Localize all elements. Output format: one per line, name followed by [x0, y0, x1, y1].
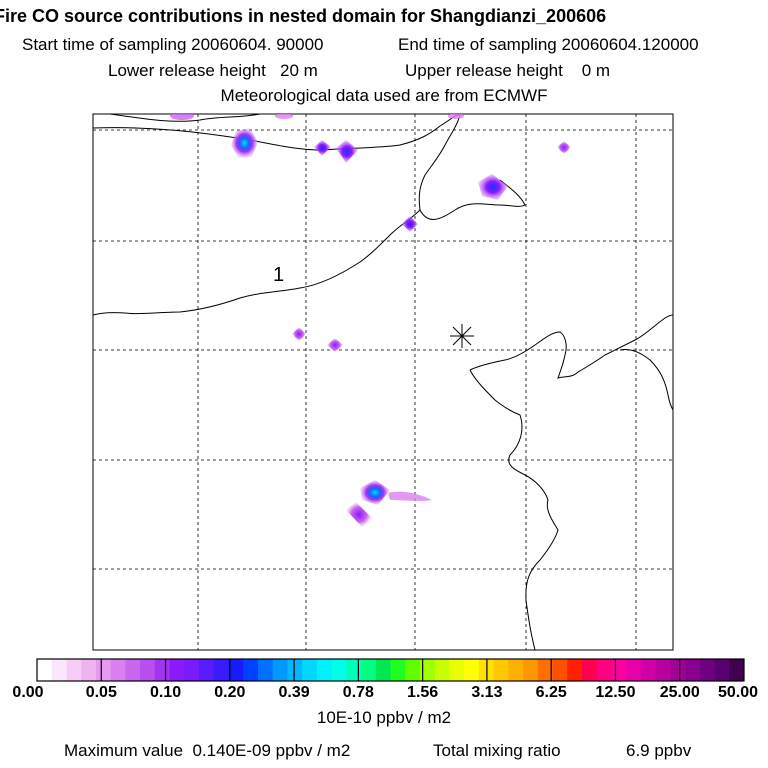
colorbar-cell — [37, 659, 53, 681]
border-line — [93, 209, 421, 316]
plume-cell — [170, 114, 194, 120]
plume-cell — [314, 140, 331, 156]
plume-cell — [402, 216, 418, 232]
plume-cell — [557, 141, 571, 154]
colorbar-cell — [375, 659, 391, 681]
colorbar-cell — [685, 659, 701, 681]
met-data-label: Meteorological data used are from ECMWF — [220, 86, 548, 105]
colorbar-cell — [611, 659, 627, 681]
colorbar-tick-label: 25.00 — [659, 684, 700, 701]
colorbar-tick-label: 6.25 — [535, 684, 567, 701]
max-value-label: Maximum value 0.140E-09 ppbv / m2 — [64, 741, 351, 760]
colorbar-cell — [199, 659, 215, 681]
colorbar-tick-label: 1.56 — [407, 684, 439, 701]
plume-cell — [478, 174, 508, 200]
start-time-label: Start time of sampling 20060604. 90000 — [22, 35, 324, 54]
colorbar-cell — [640, 659, 657, 681]
colorbar-cell — [184, 659, 200, 681]
colorbar-cell — [699, 659, 716, 681]
colorbar-cell — [729, 659, 745, 681]
colorbar-cell — [243, 659, 259, 681]
coastline-bay — [418, 114, 526, 220]
colorbar-cell — [346, 659, 362, 681]
colorbar-tick-label: 0.00 — [12, 684, 44, 701]
colorbar-cell — [66, 659, 82, 681]
colorbar-cell — [567, 659, 583, 681]
upper-release-label: Upper release height 0 m — [405, 61, 611, 80]
colorbar-cell — [552, 659, 568, 681]
colorbar-cell — [95, 659, 112, 681]
receptor-star-icon — [450, 324, 474, 348]
colorbar-cell — [537, 659, 554, 681]
colorbar-cell — [228, 659, 244, 681]
colorbar-cell — [405, 659, 421, 681]
plume-cell — [327, 338, 343, 352]
colorbar-cell — [272, 659, 288, 681]
colorbar-tick-label: 0.78 — [342, 684, 374, 701]
plume-cell — [346, 502, 372, 527]
colorbar-unit: 10E-10 ppbv / m2 — [316, 708, 452, 727]
coastline-north — [93, 114, 461, 151]
colorbar-cell — [81, 659, 97, 681]
plume-cell — [292, 327, 306, 341]
colorbar-frame — [36, 658, 745, 682]
plume-cell — [360, 480, 390, 505]
colorbar-cell — [714, 659, 730, 681]
coastline-east — [469, 314, 673, 379]
colorbar-cell — [316, 659, 333, 681]
colorbar-cell — [449, 659, 465, 681]
colorbar-cell — [493, 659, 509, 681]
plume-cell — [275, 114, 293, 119]
colorbar-tick-label: 3.13 — [471, 684, 503, 701]
colorbar-cell — [361, 659, 377, 681]
plume-cell — [231, 128, 258, 158]
peninsula-east — [619, 349, 673, 411]
plot-frame — [92, 113, 674, 651]
grid-lines — [93, 114, 673, 650]
colorbar-cell — [596, 659, 612, 681]
coastline-south — [469, 369, 559, 650]
colorbar-tick-label: 0.10 — [149, 684, 182, 701]
lower-release-label: Lower release height 20 m — [108, 61, 318, 80]
colorbar-cell — [626, 659, 642, 681]
plume-cell — [336, 140, 358, 163]
end-time-label: End time of sampling 20060604.120000 — [398, 35, 699, 54]
map-outlines — [93, 114, 673, 650]
colorbar-tick-label: 0.05 — [85, 684, 117, 701]
colorbar-cell — [508, 659, 524, 681]
colorbar-cell — [257, 659, 274, 681]
colorbar-cell — [581, 659, 598, 681]
colorbar-cell — [140, 659, 156, 681]
colorbar-cell — [110, 659, 126, 681]
colorbar-cell — [670, 659, 686, 681]
colorbar-cell — [523, 659, 539, 681]
colorbar-tick-label: 12.50 — [595, 684, 636, 701]
colorbar-cell — [302, 659, 318, 681]
colorbar-cell — [390, 659, 406, 681]
total-mixing-value: 6.9 ppbv — [626, 741, 692, 760]
concentration-field — [170, 114, 571, 527]
coastline-top — [109, 114, 261, 122]
total-mixing-label: Total mixing ratio — [433, 741, 561, 760]
colorbar-cell — [213, 659, 229, 681]
colorbar-cell — [154, 659, 171, 681]
colorbar-cell — [464, 659, 480, 681]
chart-title: Fire CO source contributions in nested d… — [0, 6, 607, 26]
map-annotation: 1 — [273, 264, 284, 286]
colorbar-cell — [51, 659, 67, 681]
colorbar-tick-label: 50.00 — [717, 684, 759, 701]
colorbar-cell — [125, 659, 141, 681]
plume-cell — [388, 491, 432, 501]
colorbar-tick-label: 0.39 — [278, 684, 310, 701]
colorbar-cell — [655, 659, 671, 681]
plume-cell — [448, 114, 464, 119]
colorbar-cell — [287, 659, 303, 681]
colorbar-cell — [169, 659, 185, 681]
colorbar-cell — [434, 659, 450, 681]
colorbar-cell — [331, 659, 347, 681]
colorbar-tick-label: 0.20 — [214, 684, 246, 701]
colorbar-cell — [419, 659, 436, 681]
